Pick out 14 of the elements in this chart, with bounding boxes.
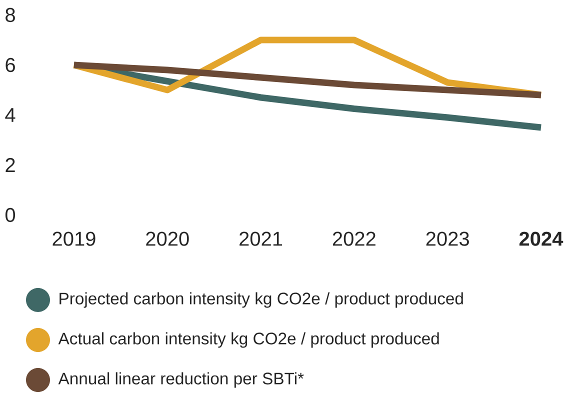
- x-tick-label: 2024: [519, 232, 564, 246]
- y-tick-label: 2: [6, 158, 15, 172]
- x-tick-label: 2023: [426, 232, 469, 246]
- x-tick-label: 2019: [52, 232, 96, 246]
- legend-label: Annual linear reduction per SBTi*: [58, 372, 304, 388]
- y-tick-label: 0: [5, 208, 16, 222]
- x-tick-label: 2021: [240, 232, 282, 246]
- legend-label: Actual carbon intensity kg CO2e / product produced: [58, 332, 439, 348]
- x-tick-label: 2022: [332, 232, 376, 246]
- y-tick-label: 8: [6, 8, 15, 22]
- y-tick-label: 6: [6, 58, 15, 72]
- y-tick-label: 4: [5, 108, 16, 122]
- legend-label: Projected carbon intensity kg CO2e / product produced: [60, 292, 463, 308]
- x-tick-label: 2020: [146, 232, 189, 246]
